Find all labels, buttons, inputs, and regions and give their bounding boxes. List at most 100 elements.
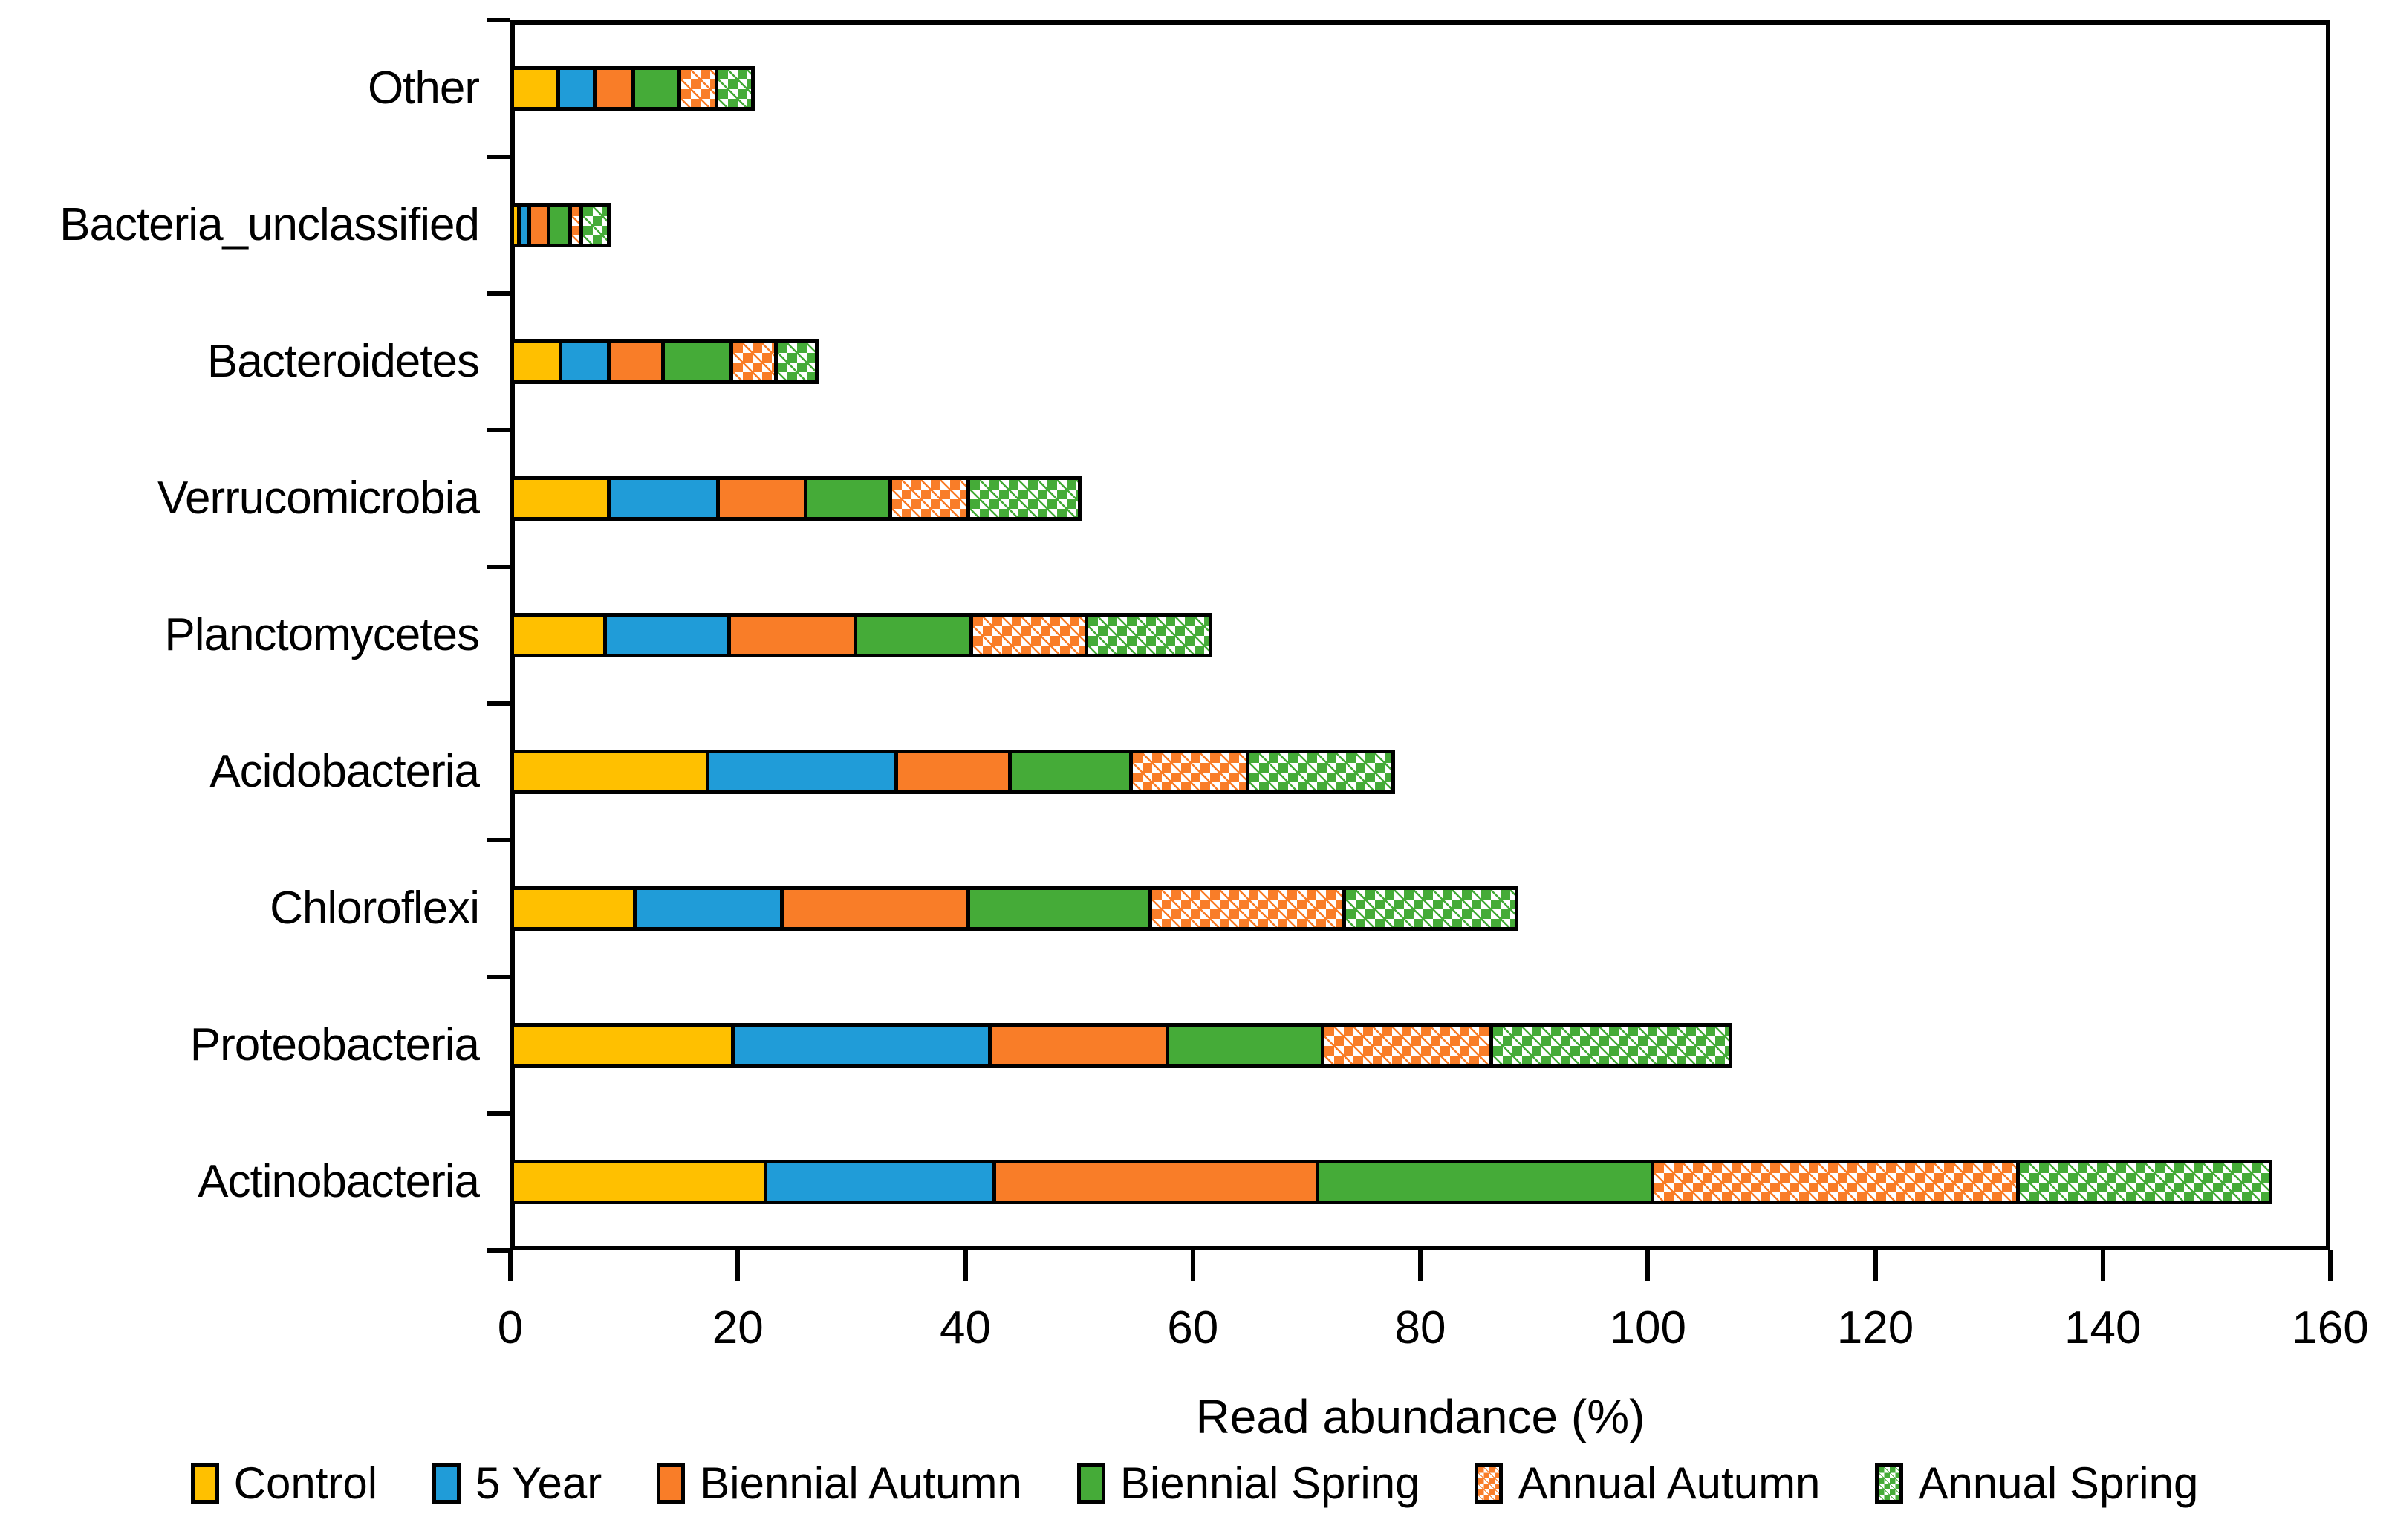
bar-segment bbox=[716, 476, 807, 521]
bar-segment bbox=[1321, 1023, 1493, 1068]
bar-segment bbox=[603, 613, 731, 657]
bar-segment bbox=[992, 1160, 1319, 1204]
y-axis-tick bbox=[487, 155, 510, 159]
bar-row bbox=[510, 339, 819, 384]
bar-row bbox=[510, 66, 755, 111]
legend-item: Biennial Spring bbox=[1076, 1458, 1420, 1509]
bar-row bbox=[510, 1023, 1732, 1068]
category-label: Planctomycetes bbox=[164, 609, 480, 660]
bar-segment bbox=[804, 476, 892, 521]
bar-segment bbox=[633, 886, 784, 931]
category-label: Verrucomicrobia bbox=[157, 472, 480, 524]
legend-item: Biennial Autumn bbox=[657, 1458, 1022, 1509]
legend-swatch bbox=[1076, 1463, 1105, 1504]
bar-segment bbox=[579, 203, 611, 247]
y-axis-tick bbox=[487, 428, 510, 432]
legend-swatch bbox=[190, 1463, 219, 1504]
category-label: Bacteroidetes bbox=[207, 336, 480, 387]
legend-item: Annual Spring bbox=[1875, 1458, 2198, 1509]
x-axis-tick bbox=[1873, 1250, 1878, 1281]
bar-segment bbox=[727, 613, 857, 657]
bar-row bbox=[510, 476, 1082, 521]
y-axis-tick bbox=[487, 565, 510, 569]
bar-segment bbox=[774, 339, 819, 384]
bar-segment bbox=[966, 886, 1152, 931]
x-axis-tick-label: 140 bbox=[2064, 1302, 2142, 1354]
bar-segment bbox=[969, 613, 1088, 657]
bar-segment bbox=[510, 613, 607, 657]
bar-segment bbox=[764, 1160, 996, 1204]
bar-segment bbox=[677, 66, 718, 111]
legend-item: 5 Year bbox=[432, 1458, 602, 1509]
bar-segment bbox=[715, 66, 755, 111]
bar-segment bbox=[988, 1023, 1169, 1068]
bar-segment bbox=[510, 1023, 735, 1068]
bar-segment bbox=[547, 203, 572, 247]
legend-swatch bbox=[657, 1463, 686, 1504]
category-label: Chloroflexi bbox=[270, 883, 480, 934]
legend-swatch bbox=[1875, 1463, 1904, 1504]
bar-row bbox=[510, 886, 1518, 931]
bar-segment bbox=[556, 66, 597, 111]
bar-segment bbox=[631, 66, 681, 111]
bar-segment bbox=[661, 339, 733, 384]
y-axis-tick bbox=[487, 18, 510, 22]
legend-label: Control bbox=[233, 1458, 378, 1508]
legend-label: Biennial Spring bbox=[1119, 1458, 1420, 1508]
x-axis-tick-label: 60 bbox=[1167, 1302, 1219, 1354]
x-axis-tick bbox=[2328, 1250, 2333, 1281]
bar-segment bbox=[1651, 1160, 2020, 1204]
x-axis-tick bbox=[1418, 1250, 1423, 1281]
bar-segment bbox=[888, 476, 970, 521]
x-axis-tick-label: 160 bbox=[2292, 1302, 2369, 1354]
bar-segment bbox=[1085, 613, 1212, 657]
bar-segment bbox=[1342, 886, 1518, 931]
bar-segment bbox=[510, 750, 709, 794]
bar-segment bbox=[510, 339, 562, 384]
bar-row bbox=[510, 613, 1212, 657]
x-axis-tick bbox=[1645, 1250, 1651, 1281]
y-axis-tick bbox=[487, 838, 510, 842]
bar-row bbox=[510, 750, 1395, 794]
x-axis-title: Read abundance (%) bbox=[1195, 1390, 1645, 1443]
legend: Control 5 Year Biennial Autumn Biennial Spr… bbox=[0, 1458, 2389, 1509]
y-axis-tick bbox=[487, 1248, 510, 1253]
legend-item: Control bbox=[190, 1458, 378, 1509]
bar-segment bbox=[780, 886, 970, 931]
x-axis-tick-label: 0 bbox=[497, 1302, 524, 1354]
bar-row bbox=[510, 1160, 2272, 1204]
legend-label: 5 Year bbox=[475, 1458, 602, 1508]
category-label: Other bbox=[367, 62, 480, 114]
bar-segment bbox=[854, 613, 973, 657]
bar-segment bbox=[1166, 1023, 1324, 1068]
x-axis-tick bbox=[508, 1250, 513, 1281]
category-label: Bacteria_unclassified bbox=[59, 199, 480, 250]
bar-segment bbox=[1129, 750, 1249, 794]
x-axis-tick bbox=[1190, 1250, 1195, 1281]
bar-segment bbox=[1148, 886, 1346, 931]
x-axis-tick-label: 120 bbox=[1836, 1302, 1914, 1354]
bar-segment bbox=[593, 66, 635, 111]
legend-label: Annual Autumn bbox=[1518, 1458, 1821, 1508]
bar-segment bbox=[510, 476, 611, 521]
y-axis-tick bbox=[487, 291, 510, 296]
bar-segment bbox=[607, 339, 665, 384]
category-label: Acidobacteria bbox=[209, 746, 480, 797]
x-axis-tick bbox=[963, 1250, 968, 1281]
bar-segment bbox=[1316, 1160, 1654, 1204]
bar-row bbox=[510, 203, 611, 247]
bar-segment bbox=[1246, 750, 1395, 794]
x-axis-tick-label: 40 bbox=[940, 1302, 991, 1354]
category-label: Proteobacteria bbox=[189, 1019, 480, 1070]
y-axis-tick bbox=[487, 701, 510, 706]
x-axis-tick bbox=[735, 1250, 741, 1281]
y-axis-tick bbox=[487, 975, 510, 979]
bar-segment bbox=[510, 886, 637, 931]
legend-swatch bbox=[1475, 1463, 1504, 1504]
legend-item: Annual Autumn bbox=[1475, 1458, 1820, 1509]
bar-segment bbox=[729, 339, 778, 384]
bar-segment bbox=[559, 339, 611, 384]
bar-segment bbox=[731, 1023, 992, 1068]
y-axis-tick bbox=[487, 1111, 510, 1116]
